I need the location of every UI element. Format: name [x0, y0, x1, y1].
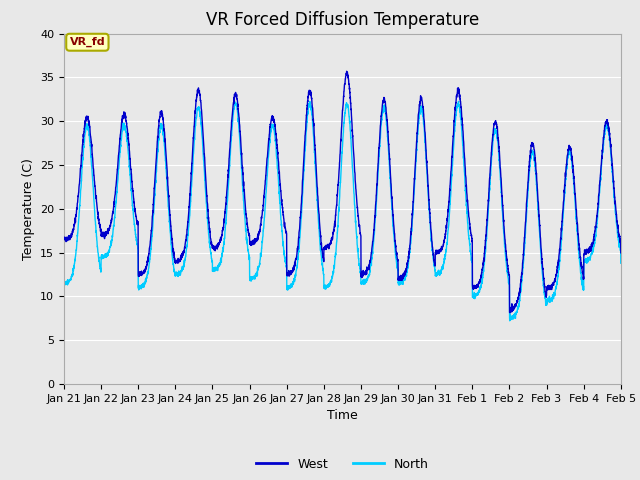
- Text: VR_fd: VR_fd: [70, 37, 105, 48]
- Legend: West, North: West, North: [251, 453, 434, 476]
- Title: VR Forced Diffusion Temperature: VR Forced Diffusion Temperature: [206, 11, 479, 29]
- X-axis label: Time: Time: [327, 409, 358, 422]
- Y-axis label: Temperature (C): Temperature (C): [22, 158, 35, 260]
